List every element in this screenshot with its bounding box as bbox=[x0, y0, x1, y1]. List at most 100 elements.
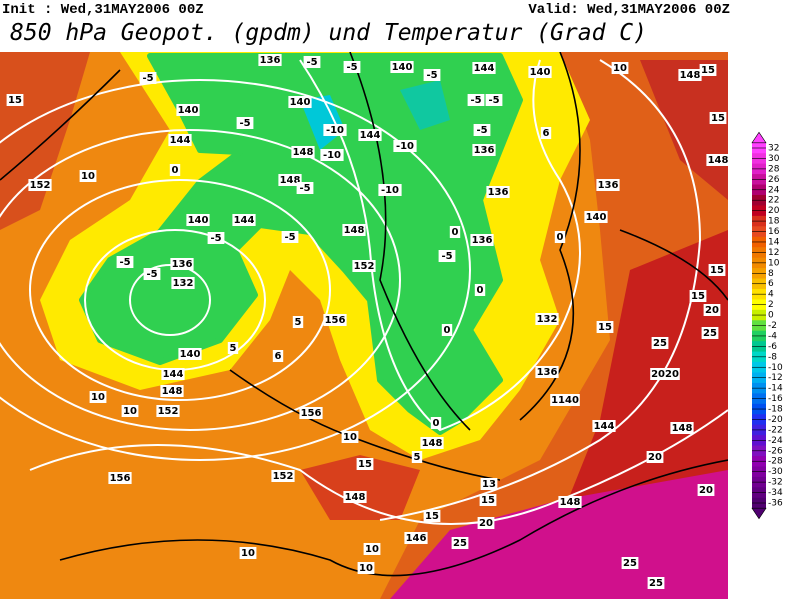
label-box bbox=[596, 321, 614, 333]
colorbar-label: -16 bbox=[768, 394, 783, 404]
colorbar-label: -2 bbox=[768, 321, 777, 331]
contour-label: 15 bbox=[358, 459, 372, 470]
contour-label: 152 bbox=[273, 471, 294, 482]
label-box bbox=[171, 277, 195, 289]
colorbar-label: -6 bbox=[768, 342, 777, 352]
contour-label: 136 bbox=[472, 235, 493, 246]
label-box bbox=[423, 69, 441, 81]
contour-label: 136 bbox=[474, 145, 495, 156]
label-box bbox=[291, 146, 315, 158]
contour-label: 136 bbox=[172, 259, 193, 270]
contour-label: 144 bbox=[474, 63, 495, 74]
contour-label: 132 bbox=[173, 278, 194, 289]
contour-label: 148 bbox=[708, 155, 729, 166]
contour-label: 15 bbox=[701, 65, 715, 76]
label-box bbox=[227, 342, 239, 354]
contour-label: 10 bbox=[91, 392, 105, 403]
contour-label: 15 bbox=[8, 95, 22, 106]
contour-label: 140 bbox=[530, 67, 551, 78]
contour-label: -5 bbox=[142, 73, 153, 84]
contour-label: 148 bbox=[680, 70, 701, 81]
label-box bbox=[108, 472, 132, 484]
contour-label: -5 bbox=[306, 57, 317, 68]
label-box bbox=[292, 316, 304, 328]
label-box bbox=[323, 314, 347, 326]
contour-label: 20 bbox=[479, 518, 493, 529]
contour-label: 148 bbox=[672, 423, 693, 434]
contour-label: 140 bbox=[392, 62, 413, 73]
label-box bbox=[178, 348, 202, 360]
contour-label: 15 bbox=[691, 291, 705, 302]
warm-region bbox=[300, 455, 420, 520]
label-box bbox=[343, 61, 361, 73]
contour-label: 15 bbox=[598, 322, 612, 333]
label-box bbox=[420, 437, 444, 449]
label-box bbox=[596, 179, 620, 191]
colorbar-label: 4 bbox=[768, 290, 774, 300]
label-box bbox=[472, 62, 496, 74]
label-box bbox=[352, 260, 376, 272]
label-box bbox=[278, 174, 302, 186]
label-box bbox=[678, 69, 702, 81]
contour-label: 0 bbox=[172, 165, 179, 176]
contour-label: 144 bbox=[594, 421, 615, 432]
cold-spot bbox=[400, 80, 450, 130]
label-box bbox=[343, 491, 367, 503]
contour-label: 146 bbox=[406, 533, 427, 544]
label-box bbox=[646, 451, 664, 463]
colorbar-label: 26 bbox=[768, 175, 780, 185]
contour-label: 136 bbox=[537, 367, 558, 378]
label-box bbox=[176, 104, 200, 116]
colorbar-label: -18 bbox=[768, 405, 783, 415]
contour-label: 10 bbox=[123, 406, 137, 417]
colorbar-cap bbox=[751, 131, 767, 144]
label-box bbox=[356, 458, 374, 470]
contour-label: 136 bbox=[598, 180, 619, 191]
label-box bbox=[357, 562, 375, 574]
label-box bbox=[320, 149, 344, 161]
label-box bbox=[239, 547, 257, 559]
contour-label: 10 bbox=[613, 63, 627, 74]
contour-label: 156 bbox=[301, 408, 322, 419]
label-box bbox=[258, 54, 282, 66]
label-box bbox=[342, 224, 366, 236]
label-box bbox=[378, 184, 402, 196]
label-box bbox=[540, 127, 552, 139]
colorbar-label: -30 bbox=[768, 467, 783, 477]
contour-label: -5 bbox=[210, 233, 221, 244]
contour-label: -10 bbox=[396, 141, 414, 152]
label-box bbox=[467, 94, 485, 106]
contour-label: 132 bbox=[537, 314, 558, 325]
contour-label: 0 bbox=[433, 418, 440, 429]
contour-label: 10 bbox=[343, 432, 357, 443]
contour-label: 10 bbox=[359, 563, 373, 574]
contour-label: 0 bbox=[444, 325, 451, 336]
label-box bbox=[451, 537, 469, 549]
colorbar-label: -28 bbox=[768, 457, 783, 467]
contour-label: -5 bbox=[346, 62, 357, 73]
label-box bbox=[160, 385, 184, 397]
contour-label: 148 bbox=[162, 386, 183, 397]
label-box bbox=[611, 62, 629, 74]
colorbar-label: 12 bbox=[768, 248, 779, 258]
colorbar-label: 24 bbox=[768, 185, 780, 195]
label-box bbox=[296, 182, 314, 194]
contour-label: 140 bbox=[188, 215, 209, 226]
label-box bbox=[485, 94, 503, 106]
contour-label: -5 bbox=[299, 183, 310, 194]
contour-label: 148 bbox=[560, 497, 581, 508]
colorbar-label: -32 bbox=[768, 478, 783, 488]
valid-time: Valid: Wed,31MAY2006 00Z bbox=[528, 2, 730, 18]
colorbar-label: 20 bbox=[768, 206, 780, 216]
label-box bbox=[323, 124, 347, 136]
label-box bbox=[708, 264, 726, 276]
label-box bbox=[168, 134, 192, 146]
contour-label: 144 bbox=[163, 369, 184, 380]
label-box bbox=[473, 124, 491, 136]
contour-label: 144 bbox=[360, 130, 381, 141]
contour-label: 25 bbox=[649, 578, 663, 589]
label-box bbox=[161, 368, 185, 380]
label-box bbox=[697, 484, 715, 496]
